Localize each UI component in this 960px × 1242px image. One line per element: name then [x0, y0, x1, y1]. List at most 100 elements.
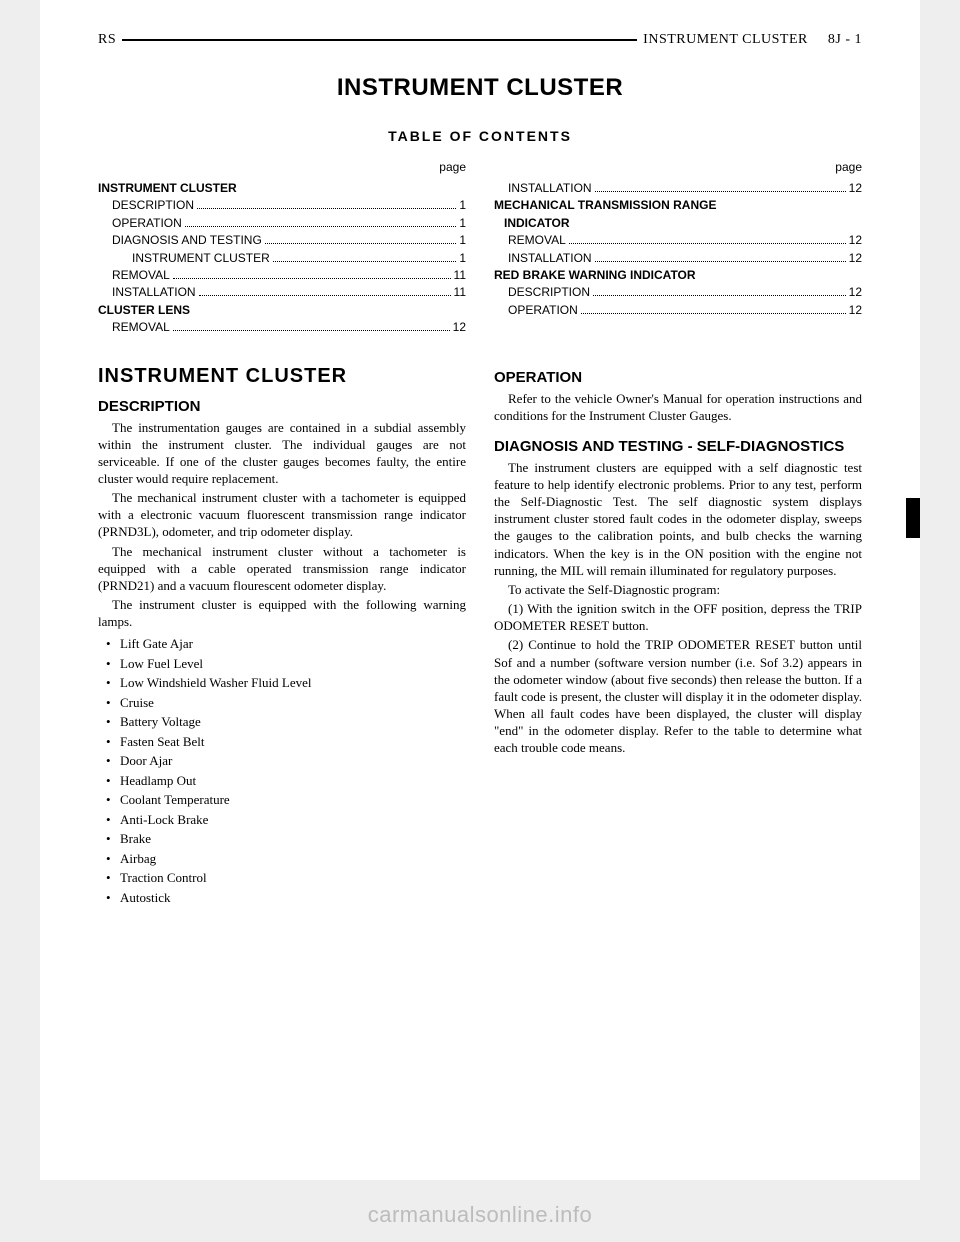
- toc-entry: INDICATOR: [494, 215, 862, 232]
- toc-entry-page: 12: [849, 302, 862, 319]
- toc-entry-page: 1: [459, 250, 466, 267]
- list-item: Battery Voltage: [120, 712, 466, 732]
- subsection-operation: OPERATION: [494, 369, 862, 386]
- toc-entry: REMOVAL 12: [494, 232, 862, 249]
- paragraph: (2) Continue to hold the TRIP ODOMETER R…: [494, 636, 862, 756]
- section-heading: INSTRUMENT CLUSTER: [98, 365, 466, 388]
- list-item: Brake: [120, 829, 466, 849]
- list-item: Lift Gate Ajar: [120, 634, 466, 654]
- toc-right-list: INSTALLATION 12 MECHANICAL TRANSMISSION RA…: [494, 180, 862, 319]
- toc-entry: INSTRUMENT CLUSTER 1: [98, 250, 466, 267]
- toc-entry-label: INDICATOR: [494, 215, 570, 232]
- paragraph: The instrument clusters are equipped wit…: [494, 459, 862, 579]
- toc-leader-dots: [595, 261, 846, 262]
- toc-entry: RED BRAKE WARNING INDICATOR: [494, 267, 862, 284]
- paragraph: The mechanical instrument cluster withou…: [98, 543, 466, 594]
- toc-entry-label: REMOVAL: [98, 267, 170, 284]
- toc-entry-label: DIAGNOSIS AND TESTING: [98, 232, 262, 249]
- toc-entry: INSTALLATION 12: [494, 250, 862, 267]
- toc-entry-label: DESCRIPTION: [98, 197, 194, 214]
- toc-leader-dots: [593, 295, 846, 296]
- body-columns: INSTRUMENT CLUSTER DESCRIPTION The instr…: [98, 355, 862, 908]
- toc-entry-page: 12: [849, 284, 862, 301]
- list-item: Door Ajar: [120, 751, 466, 771]
- paragraph: The instrumentation gauges are contained…: [98, 419, 466, 488]
- toc-leader-dots: [185, 226, 457, 227]
- toc-entry-label: RED BRAKE WARNING INDICATOR: [494, 267, 696, 284]
- toc-entry-page: 12: [849, 232, 862, 249]
- paragraph: To activate the Self-Diagnostic program:: [494, 581, 862, 598]
- toc-leader-dots: [265, 243, 457, 244]
- toc-entry-page: 12: [453, 319, 466, 336]
- toc-entry-label: INSTRUMENT CLUSTER: [98, 250, 270, 267]
- toc-entry-label: DESCRIPTION: [494, 284, 590, 301]
- toc-entry-label: INSTALLATION: [494, 180, 592, 197]
- header-right-label: INSTRUMENT CLUSTER: [643, 32, 808, 47]
- toc-entry: OPERATION 12: [494, 302, 862, 319]
- toc-entry: REMOVAL11: [98, 267, 466, 284]
- toc-entry-page: 1: [459, 197, 466, 214]
- toc-leader-dots: [173, 278, 451, 279]
- toc-entry-label: OPERATION: [494, 302, 578, 319]
- toc-entry-label: REMOVAL: [98, 319, 170, 336]
- watermark: carmanualsonline.info: [0, 1202, 960, 1228]
- toc-leader-dots: [581, 313, 846, 314]
- toc-entry-label: OPERATION: [98, 215, 182, 232]
- warning-lamp-list: Lift Gate AjarLow Fuel LevelLow Windshie…: [98, 634, 466, 907]
- toc-entry-page: 12: [849, 180, 862, 197]
- toc-entry: INSTALLATION 12: [494, 180, 862, 197]
- list-item: Airbag: [120, 849, 466, 869]
- toc-entry-page: 11: [454, 284, 466, 301]
- toc-leader-dots: [173, 330, 450, 331]
- body-col-left: INSTRUMENT CLUSTER DESCRIPTION The instr…: [98, 355, 466, 908]
- list-item: Autostick: [120, 888, 466, 908]
- toc-entry-label: INSTALLATION: [494, 250, 592, 267]
- toc-entry: REMOVAL 12: [98, 319, 466, 336]
- list-item: Cruise: [120, 693, 466, 713]
- page-title: INSTRUMENT CLUSTER: [98, 74, 862, 102]
- toc-entry-page: 1: [459, 232, 466, 249]
- toc-entry: MECHANICAL TRANSMISSION RANGE: [494, 197, 862, 214]
- toc-entry-label: CLUSTER LENS: [98, 302, 190, 319]
- toc-col-left: page INSTRUMENT CLUSTERDESCRIPTION1OPERA…: [98, 160, 466, 337]
- list-item: Low Fuel Level: [120, 654, 466, 674]
- paragraph: (1) With the ignition switch in the OFF …: [494, 600, 862, 634]
- body-col-right: OPERATION Refer to the vehicle Owner's M…: [494, 355, 862, 908]
- toc-heading: TABLE OF CONTENTS: [98, 128, 862, 144]
- list-item: Fasten Seat Belt: [120, 732, 466, 752]
- header-left: RS: [98, 32, 116, 48]
- header-right-page: 8J - 1: [828, 32, 862, 47]
- toc-entry-label: MECHANICAL TRANSMISSION RANGE: [494, 197, 716, 214]
- toc-page-label-right: page: [494, 160, 862, 174]
- toc-entry: INSTALLATION 11: [98, 284, 466, 301]
- toc-left-list: INSTRUMENT CLUSTERDESCRIPTION1OPERATION1…: [98, 180, 466, 337]
- list-item: Headlamp Out: [120, 771, 466, 791]
- toc-leader-dots: [199, 295, 451, 296]
- list-item: Low Windshield Washer Fluid Level: [120, 673, 466, 693]
- toc-page-label-left: page: [98, 160, 466, 174]
- toc-col-right: page INSTALLATION 12 MECHANICAL TRANSMISSI…: [494, 160, 862, 337]
- toc-entry: CLUSTER LENS: [98, 302, 466, 319]
- header-rule: [122, 39, 637, 41]
- paragraph: Refer to the vehicle Owner's Manual for …: [494, 390, 862, 424]
- paragraph: The mechanical instrument cluster with a…: [98, 489, 466, 540]
- toc-leader-dots: [595, 191, 846, 192]
- toc-entry-page: 12: [849, 250, 862, 267]
- toc-entry: DESCRIPTION 12: [494, 284, 862, 301]
- toc-entry: DIAGNOSIS AND TESTING 1: [98, 232, 466, 249]
- subsection-diagnosis: DIAGNOSIS AND TESTING - SELF-DIAGNOSTICS: [494, 438, 862, 455]
- list-item: Anti-Lock Brake: [120, 810, 466, 830]
- toc-entry-label: INSTALLATION: [98, 284, 196, 301]
- toc-leader-dots: [569, 243, 846, 244]
- thumb-tab: [906, 498, 920, 538]
- toc-entry: OPERATION 1: [98, 215, 466, 232]
- toc-entry-label: INSTRUMENT CLUSTER: [98, 180, 237, 197]
- paragraph: The instrument cluster is equipped with …: [98, 596, 466, 630]
- toc-entry-page: 1: [459, 215, 466, 232]
- toc-entry-label: REMOVAL: [494, 232, 566, 249]
- subsection-description: DESCRIPTION: [98, 398, 466, 415]
- toc-entry: INSTRUMENT CLUSTER: [98, 180, 466, 197]
- list-item: Coolant Temperature: [120, 790, 466, 810]
- header-right: INSTRUMENT CLUSTER 8J - 1: [643, 32, 862, 48]
- toc-leader-dots: [197, 208, 456, 209]
